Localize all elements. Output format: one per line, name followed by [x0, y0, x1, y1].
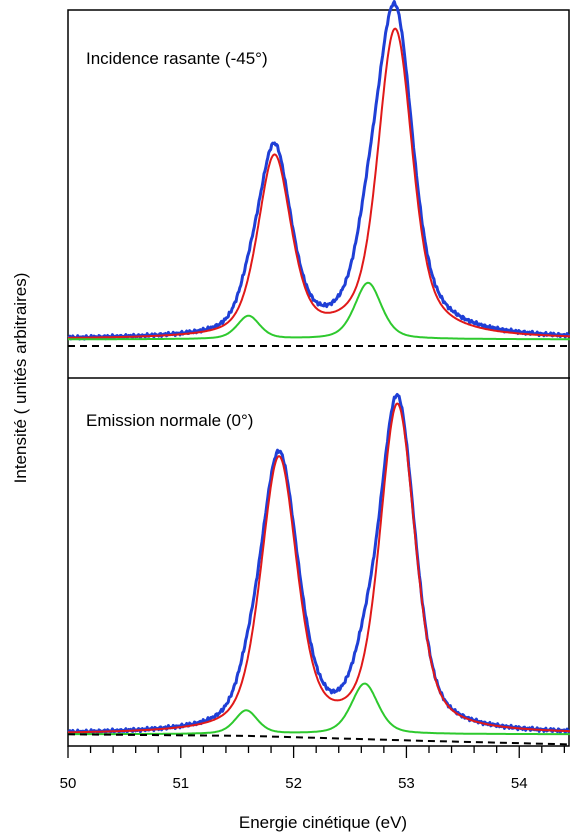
x-tick-label: 50: [60, 775, 77, 792]
y-axis-title: Intensité ( unités arbitraires): [11, 273, 30, 484]
x-axis-title: Energie cinétique (eV): [239, 813, 407, 832]
x-tick-label: 53: [398, 775, 415, 792]
x-tick-label: 51: [172, 775, 189, 792]
panel-2-background-series: [67, 733, 570, 746]
x-tick-label: 52: [285, 775, 302, 792]
x-tick-label: 54: [511, 775, 528, 792]
panel-label-bottom: Emission normale (0°): [86, 411, 253, 430]
panel-1-fit-main-series: [68, 27, 570, 339]
panel-2-fit-secondary-series: [68, 682, 570, 736]
panel-label-top: Incidence rasante (-45°): [86, 49, 268, 68]
panel-1-fit-secondary-series: [68, 281, 570, 341]
panel-2-fit-main-series: [68, 402, 570, 734]
x-axis: 50 51 52 53 54: [60, 746, 566, 792]
panel-1-experimental-series: [67, 0, 570, 341]
series-layer: [67, 0, 570, 746]
